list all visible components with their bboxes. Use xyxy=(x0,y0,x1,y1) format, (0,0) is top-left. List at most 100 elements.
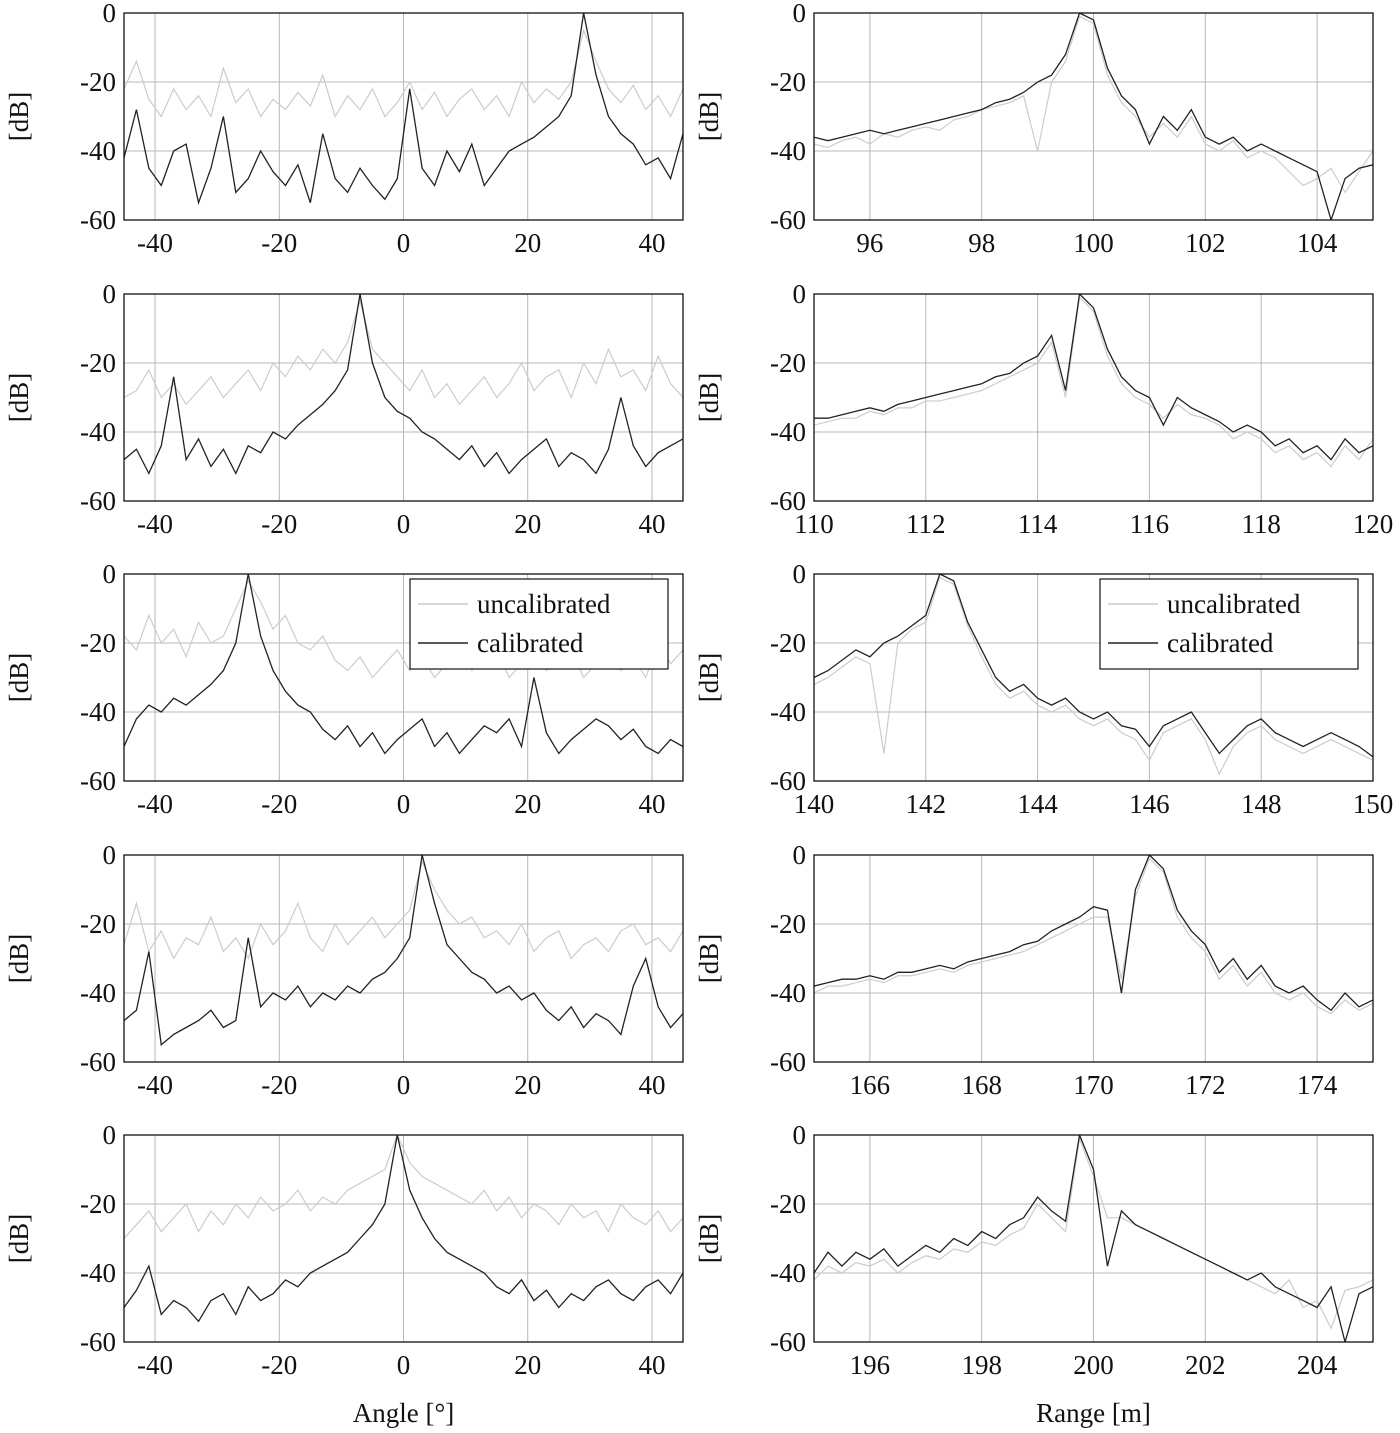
y-tick-label: 0 xyxy=(103,840,117,870)
data-line xyxy=(814,1135,1373,1342)
x-tick-label: 104 xyxy=(1297,228,1338,258)
plot-frame xyxy=(123,12,684,221)
legend-label: calibrated xyxy=(477,628,584,658)
y-tick-label: -20 xyxy=(770,1189,806,1219)
data-line xyxy=(814,296,1373,468)
plot-frame xyxy=(123,854,684,1063)
y-tick-label: -40 xyxy=(80,136,116,166)
y-tick-label: -40 xyxy=(80,417,116,447)
x-tick-label: 204 xyxy=(1297,1350,1338,1380)
x-tick-label: 20 xyxy=(514,509,541,539)
data-line xyxy=(814,13,1373,220)
plot-area xyxy=(814,294,1373,468)
y-tick-label: -40 xyxy=(80,1258,116,1288)
y-axis-label: [dB] xyxy=(4,653,34,703)
x-tick-label: -20 xyxy=(261,228,297,258)
x-tick-label: -40 xyxy=(137,509,173,539)
x-tick-label: 100 xyxy=(1073,228,1114,258)
y-tick-label: -20 xyxy=(80,348,116,378)
x-tick-label: 40 xyxy=(638,789,665,819)
plot-frame xyxy=(123,293,684,502)
x-tick-label: 20 xyxy=(514,1070,541,1100)
x-tick-label: 118 xyxy=(1241,509,1281,539)
x-tick-label: 40 xyxy=(638,1350,665,1380)
y-tick-label: -40 xyxy=(80,978,116,1008)
x-tick-label: 144 xyxy=(1017,789,1058,819)
x-tick-label: -40 xyxy=(137,1070,173,1100)
y-tick-label: -40 xyxy=(770,978,806,1008)
y-axis-label: [dB] xyxy=(4,1214,34,1264)
x-tick-label: 168 xyxy=(961,1070,1002,1100)
x-tick-label: 146 xyxy=(1129,789,1170,819)
x-tick-label: 102 xyxy=(1185,228,1226,258)
x-tick-label: 0 xyxy=(397,509,411,539)
data-line xyxy=(124,860,683,960)
legend-label: uncalibrated xyxy=(477,589,611,619)
x-tick-label: 110 xyxy=(794,509,834,539)
legend-box xyxy=(409,578,669,670)
y-axis-label: [dB] xyxy=(694,1214,724,1264)
plot-area xyxy=(814,1135,1373,1342)
y-tick-label: 0 xyxy=(103,559,117,589)
data-line xyxy=(124,13,683,206)
x-tick-label: -20 xyxy=(261,1070,297,1100)
y-tick-label: -60 xyxy=(80,1047,116,1077)
x-tick-label: 198 xyxy=(961,1350,1002,1380)
plot-frame xyxy=(813,1134,1374,1343)
x-tick-label: 20 xyxy=(514,789,541,819)
x-tick-label: 40 xyxy=(638,509,665,539)
y-tick-label: -20 xyxy=(80,909,116,939)
y-tick-label: -20 xyxy=(80,628,116,658)
y-tick-label: -40 xyxy=(80,697,116,727)
x-axis-label: Range [m] xyxy=(1036,1398,1151,1428)
y-axis-label: [dB] xyxy=(694,92,724,142)
data-line xyxy=(814,576,1373,776)
x-tick-label: 112 xyxy=(906,509,946,539)
y-tick-label: 0 xyxy=(793,840,807,870)
y-axis-label: [dB] xyxy=(4,373,34,423)
y-axis-label: [dB] xyxy=(694,934,724,984)
plot-frame xyxy=(123,1134,684,1343)
plot-area xyxy=(814,855,1373,1015)
x-tick-label: -40 xyxy=(137,228,173,258)
y-tick-label: -60 xyxy=(80,486,116,516)
plot-frame xyxy=(813,573,1374,782)
x-tick-label: -20 xyxy=(261,509,297,539)
x-axis-label: Angle [°] xyxy=(353,1398,455,1428)
y-axis-label: [dB] xyxy=(694,653,724,703)
x-tick-label: -40 xyxy=(137,1350,173,1380)
y-tick-label: 0 xyxy=(103,1120,117,1150)
x-tick-label: 170 xyxy=(1073,1070,1114,1100)
x-tick-label: 166 xyxy=(850,1070,891,1100)
y-tick-label: -60 xyxy=(80,1327,116,1357)
legend-box xyxy=(1099,578,1359,670)
y-tick-label: -20 xyxy=(770,909,806,939)
y-tick-label: -40 xyxy=(770,1258,806,1288)
x-tick-label: 196 xyxy=(850,1350,891,1380)
data-line xyxy=(814,294,1373,461)
x-tick-label: 98 xyxy=(968,228,995,258)
y-tick-label: -60 xyxy=(80,766,116,796)
plot-frame xyxy=(123,573,684,782)
y-tick-label: -60 xyxy=(80,205,116,235)
x-tick-label: -20 xyxy=(261,789,297,819)
data-line xyxy=(124,1135,683,1239)
plot-area xyxy=(124,294,683,475)
legend-label: uncalibrated xyxy=(1167,589,1301,619)
data-line xyxy=(124,298,683,406)
y-tick-label: -60 xyxy=(770,1047,806,1077)
y-tick-label: -60 xyxy=(770,205,806,235)
data-line xyxy=(124,855,683,1047)
plot-frame xyxy=(813,293,1374,502)
plot-area xyxy=(124,574,683,755)
plot-area xyxy=(124,13,683,206)
y-tick-label: -40 xyxy=(770,136,806,166)
x-tick-label: 40 xyxy=(638,228,665,258)
x-tick-label: 0 xyxy=(397,228,411,258)
x-tick-label: 140 xyxy=(794,789,835,819)
data-line xyxy=(124,294,683,475)
x-tick-label: -40 xyxy=(137,789,173,819)
x-tick-label: 20 xyxy=(514,228,541,258)
y-tick-label: -20 xyxy=(770,628,806,658)
